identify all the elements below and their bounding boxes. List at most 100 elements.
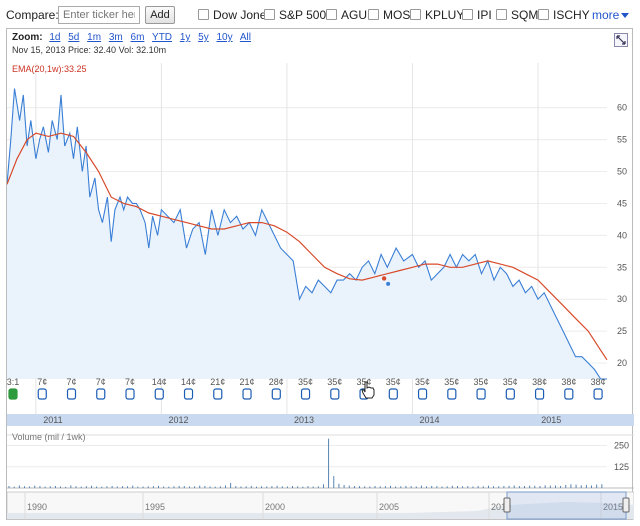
zoom-1m[interactable]: 1m (87, 32, 102, 43)
navigator-handle (503, 497, 511, 513)
dividend-marker-icon (242, 388, 252, 400)
split-marker-icon (8, 388, 18, 400)
volume-tick-label: 125 (614, 462, 629, 472)
dividend-marker-icon (447, 388, 457, 400)
x-tick-label: 2015 (541, 415, 561, 425)
compare-kpluy[interactable]: KPLUY (410, 8, 464, 22)
dividend-marker-label: 3:1 (7, 377, 19, 387)
navigator-year-label: 2005 (379, 502, 399, 512)
dividend-marker-icon (96, 388, 106, 400)
checkbox[interactable] (410, 9, 421, 20)
price-series-line (7, 88, 607, 380)
zoom-10y[interactable]: 10y (216, 32, 233, 43)
compare-mos[interactable]: MOS (368, 8, 410, 22)
dividend-marker-icon (300, 388, 311, 400)
dividend-marker-label: 7¢ (125, 377, 135, 387)
dividend-marker-label: 35¢ (444, 377, 459, 387)
compare-ischy[interactable]: ISCHY (538, 8, 590, 22)
zoom-label: Zoom: (12, 32, 43, 43)
dividend-marker-label: 7¢ (37, 377, 47, 387)
navigator-year-label: 2000 (265, 502, 285, 512)
y-tick-label: 40 (617, 230, 627, 240)
dividend-marker-icon (66, 388, 77, 400)
dividend-marker-icon (37, 388, 47, 400)
dividend-marker-icon (417, 388, 428, 400)
checkbox[interactable] (538, 9, 549, 20)
x-tick-label: 2014 (420, 415, 440, 425)
dividend-marker-label: 28¢ (269, 377, 284, 387)
checkbox[interactable] (368, 9, 379, 20)
dividend-marker-label: 21¢ (210, 377, 225, 387)
dividend-marker-icon (330, 388, 340, 400)
y-tick-label: 25 (617, 326, 627, 336)
zoom-ytd[interactable]: YTD (152, 32, 173, 43)
dividend-marker-icon (534, 388, 545, 400)
dividend-marker-icon (271, 388, 281, 400)
y-tick-label: 60 (617, 103, 627, 113)
dividend-marker-label: 38¢ (561, 377, 576, 387)
zoom-6m[interactable]: 6m (130, 32, 145, 43)
dividend-marker-icon (213, 388, 223, 400)
y-tick-label: 30 (617, 294, 627, 304)
compare-sp500[interactable]: S&P 500 (264, 8, 326, 22)
ema-highlight-point (381, 276, 387, 281)
checkbox[interactable] (496, 9, 507, 20)
navigator-year-label: 1995 (145, 502, 165, 512)
chevron-down-icon (621, 13, 630, 18)
dividend-marker-label: 38¢ (591, 377, 606, 387)
dividend-marker-label: 7¢ (96, 377, 106, 387)
navigator-selection (506, 491, 627, 520)
add-button[interactable]: Add (145, 6, 175, 24)
compare-bar: Compare: Add Dow Jones S&P 500 AGU MOS K… (0, 0, 640, 30)
expand-chart-icon (616, 35, 626, 45)
dividend-marker-label: 14¢ (152, 377, 167, 387)
volume-label: Volume (mil / 1wk) (12, 432, 86, 442)
dividend-marker-label: 35¢ (298, 377, 313, 387)
expand-chart-button[interactable] (614, 33, 628, 47)
chart-frame: 20 25 30 35 40 45 50 55 60 3:1 7¢ 7¢ 7¢ 7¢ 14¢ 14¢ 21¢ 21… (6, 28, 634, 521)
zoom-3m[interactable]: 3m (108, 32, 123, 43)
zoom-5y[interactable]: 5y (198, 32, 209, 43)
compare-sqm[interactable]: SQM (496, 8, 538, 22)
checkbox[interactable] (462, 9, 473, 20)
chart-canvas[interactable]: 20 25 30 35 40 45 50 55 60 3:1 7¢ 7¢ 7¢ 7¢ 14¢ 14¢ 21¢ 21… (7, 29, 634, 521)
x-tick-label: 2012 (168, 415, 188, 425)
ema-label: EMA(20,1w):33.25 (12, 64, 87, 74)
price-highlight-point (386, 281, 391, 286)
ema-series-line (7, 132, 608, 361)
dividend-marker-icon (388, 388, 398, 400)
dividend-marker-label: 35¢ (386, 377, 401, 387)
zoom-1y[interactable]: 1y (179, 32, 191, 43)
compare-agu[interactable]: AGU (326, 8, 367, 22)
ticker-input[interactable] (58, 6, 140, 24)
y-tick-label: 35 (617, 262, 627, 272)
zoom-all[interactable]: All (239, 32, 251, 43)
zoom-1d[interactable]: 1d (49, 32, 61, 43)
checkbox[interactable] (326, 9, 337, 20)
dividend-marker-icon (125, 388, 135, 400)
checkbox[interactable] (264, 9, 275, 20)
zoom-5d[interactable]: 5d (68, 32, 80, 43)
dividend-marker-label: 14¢ (181, 377, 196, 387)
y-tick-label: 55 (617, 135, 627, 145)
dividend-marker-label: 38¢ (532, 377, 547, 387)
compare-ipi[interactable]: IPI (462, 8, 492, 22)
checkbox[interactable] (198, 9, 209, 20)
y-tick-label: 50 (617, 167, 627, 177)
zoom-row: Zoom: 1d 5d 1m 3m 6m YTD 1y 5y 10y All (12, 32, 256, 43)
navigator-year-label: 1990 (27, 502, 47, 512)
compare-dow-jones[interactable]: Dow Jones (198, 8, 272, 22)
hand-cursor-icon (361, 381, 375, 399)
dividend-marker-label: 7¢ (67, 377, 77, 387)
navigator-handle (622, 497, 630, 513)
price-info: Nov 15, 2013 Price: 32.40 Vol: 32.10m (12, 45, 167, 55)
y-tick-label: 45 (617, 198, 627, 208)
navigator-area (7, 502, 634, 519)
x-tick-label: 2011 (43, 415, 62, 425)
x-tick-label: 2013 (294, 415, 314, 425)
dividend-marker-icon (505, 388, 515, 400)
dividend-marker-icon (476, 388, 486, 400)
dividend-marker-icon (593, 388, 603, 400)
more-link[interactable]: more (592, 8, 630, 22)
price-area (7, 88, 607, 379)
